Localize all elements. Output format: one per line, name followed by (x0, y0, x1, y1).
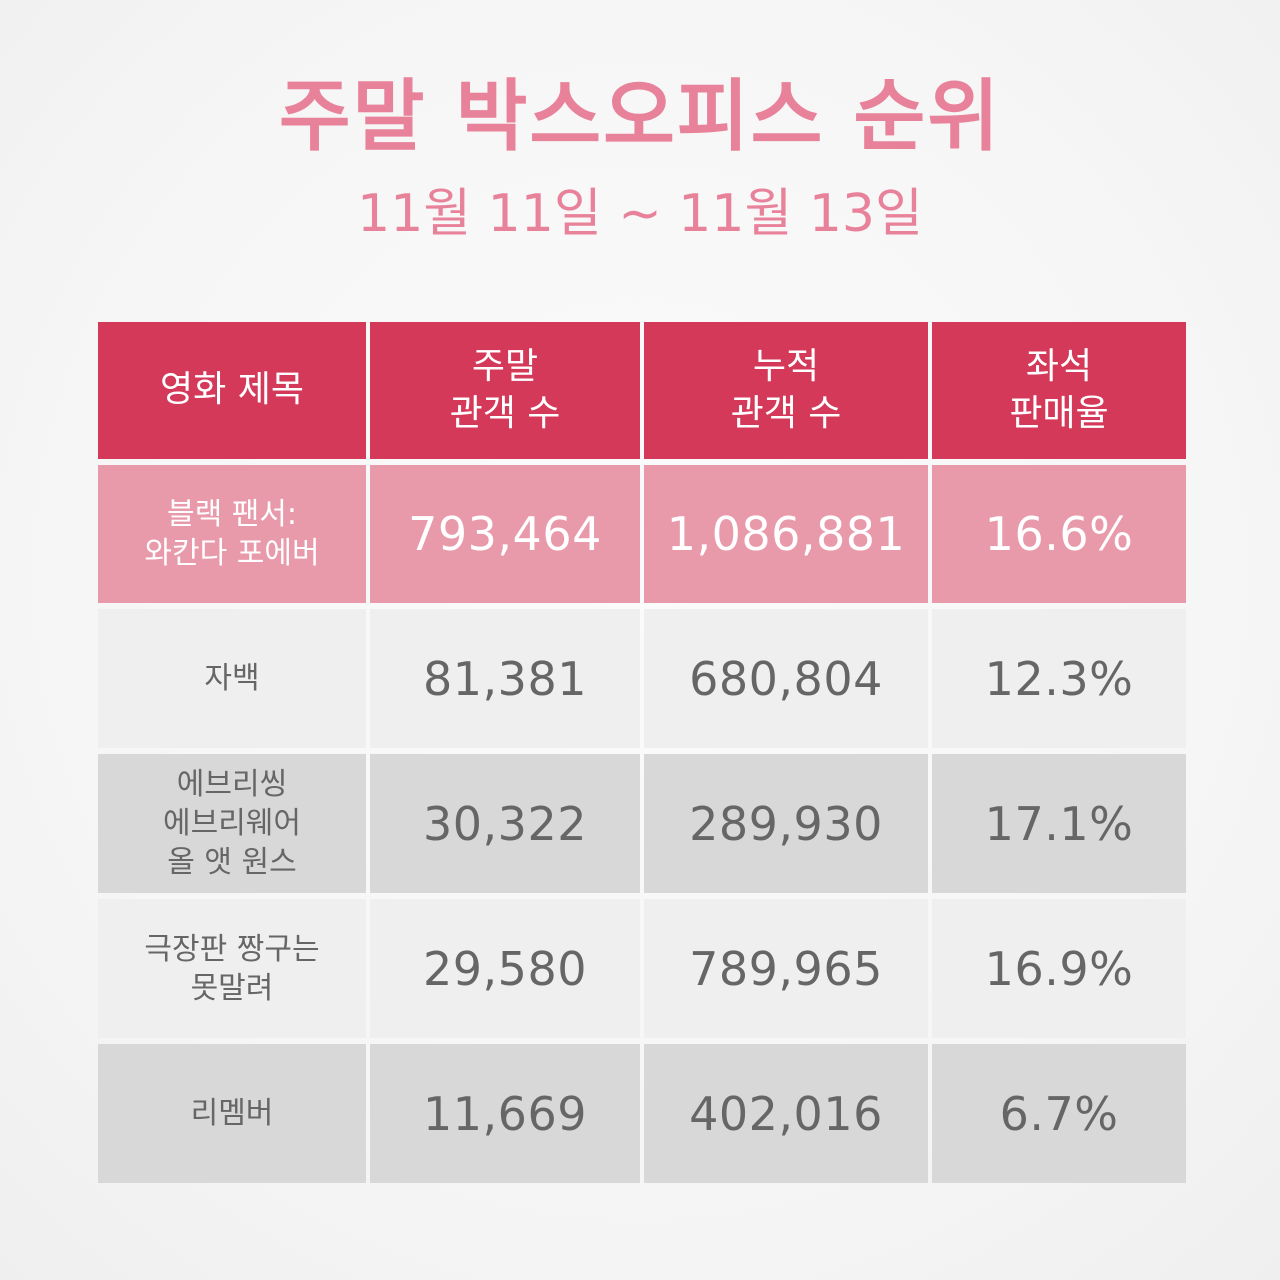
movie-title-line: 에브리웨어 (163, 806, 301, 841)
header-label: 좌석 (1025, 345, 1093, 387)
seat-rate-cell: 17.1% (932, 754, 1186, 893)
seat-rate-cell: 16.9% (932, 899, 1186, 1038)
seat-rate-cell: 6.7% (932, 1044, 1186, 1183)
movie-title-line: 리멤버 (190, 1096, 274, 1131)
movie-title-cell: 블랙 팬서: 와칸다 포에버 (98, 465, 366, 603)
header-cell-seat-rate: 좌석 판매율 (932, 322, 1186, 459)
movie-title-cell: 에브리씽 에브리웨어 올 앳 원스 (98, 754, 366, 893)
movie-title-cell: 리멤버 (98, 1044, 366, 1183)
movie-title-line: 극장판 짱구는 (144, 931, 320, 967)
weekend-audience-cell: 30,322 (370, 754, 640, 893)
header-label: 판매율 (1009, 392, 1109, 434)
cumulative-audience-cell: 289,930 (644, 754, 928, 893)
header-label: 누적 (752, 345, 820, 387)
header-label: 관객 수 (730, 392, 842, 434)
header-cell-weekend: 주말 관객 수 (370, 322, 640, 459)
header-label: 관객 수 (449, 392, 561, 434)
date-range: 11월 11일 ~ 11월 13일 (357, 184, 923, 244)
box-office-table: 영화 제목 주말 관객 수 누적 관객 수 좌석 판매율 블랙 팬서: 와칸다 (98, 322, 1186, 1183)
weekend-audience-cell: 793,464 (370, 465, 640, 603)
seat-rate-cell: 16.6% (932, 465, 1186, 603)
header-label: 주말 (471, 345, 539, 387)
weekend-audience-cell: 81,381 (370, 609, 640, 748)
movie-title-cell: 자백 (98, 609, 366, 748)
movie-title-line: 블랙 팬서: (166, 497, 298, 532)
movie-title-cell: 극장판 짱구는 못말려 (98, 899, 366, 1038)
cumulative-audience-cell: 1,086,881 (644, 465, 928, 603)
page-title: 주말 박스오피스 순위 (278, 72, 1002, 162)
seat-rate-cell: 12.3% (932, 609, 1186, 748)
movie-title-line: 자백 (204, 661, 260, 696)
cumulative-audience-cell: 680,804 (644, 609, 928, 748)
movie-title-line: 와칸다 포에버 (144, 536, 320, 571)
header-cell-cumulative: 누적 관객 수 (644, 322, 928, 459)
header-label: 영화 제목 (160, 369, 304, 411)
weekend-audience-cell: 11,669 (370, 1044, 640, 1183)
weekend-audience-cell: 29,580 (370, 899, 640, 1038)
movie-title-line: 에브리씽 (176, 767, 288, 802)
movie-title-line: 못말려 (190, 970, 274, 1006)
movie-title-line: 올 앳 원스 (167, 845, 297, 880)
header-cell-title: 영화 제목 (98, 322, 366, 459)
cumulative-audience-cell: 402,016 (644, 1044, 928, 1183)
cumulative-audience-cell: 789,965 (644, 899, 928, 1038)
